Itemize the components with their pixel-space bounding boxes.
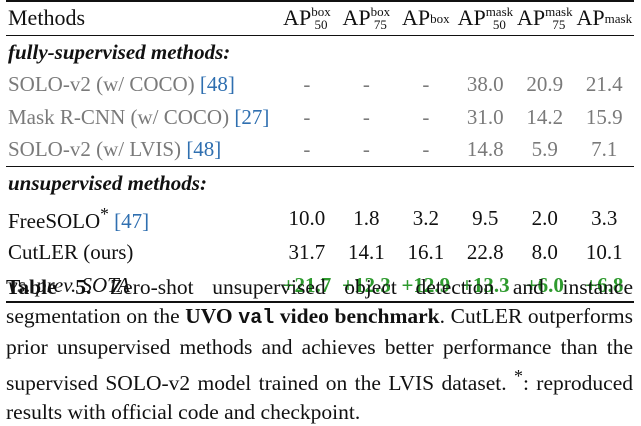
table-cell: 38.0 <box>466 72 504 97</box>
method-name: Mask R-CNN (w/ COCO) [27] <box>8 104 270 129</box>
table-cell: - <box>422 137 430 162</box>
col-header-ap-mask: AP mask <box>574 0 634 36</box>
section-title-supervised: fully-supervised methods: <box>8 39 231 64</box>
table-cell: 14.1 <box>347 240 385 265</box>
gain-row: vs. prev. SOTA +21.7 +12.3 +12.9 +13.3 +… <box>6 268 634 303</box>
footnote-mark: * <box>100 204 109 224</box>
col-header-ap-mask-50: AP mask 50 <box>455 0 516 36</box>
methods-header: Methods <box>6 0 278 36</box>
table-row: SOLO-v2 (w/ LVIS) [48] - - - 14.8 5.9 7.… <box>6 133 634 166</box>
col-header-ap-box: AP box <box>396 0 456 36</box>
table-cell: 1.8 <box>353 205 380 230</box>
section-title-row: fully-supervised methods: <box>6 35 634 68</box>
table-cell: 14.2 <box>526 104 564 129</box>
table-row: Mask R-CNN (w/ COCO) [27] - - - 31.0 14.… <box>6 101 634 134</box>
table-caption: Table 5. Zero-shot unsupervised object d… <box>6 275 634 424</box>
table-cell: 22.8 <box>466 240 504 265</box>
citation-link[interactable]: [48] <box>199 72 235 97</box>
gain-cell: +6.0 <box>515 268 575 303</box>
table-cell: 2.0 <box>531 205 558 230</box>
citation-link[interactable]: [47] <box>114 209 150 233</box>
table-cell: - <box>362 104 370 129</box>
gain-cell: +12.3 <box>336 268 397 303</box>
table-row: CutLER (ours) 31.7 14.1 16.1 22.8 8.0 10… <box>6 236 634 269</box>
gain-cell: +21.7 <box>277 268 337 303</box>
method-name: SOLO-v2 (w/ LVIS) [48] <box>8 137 222 162</box>
citation-link[interactable]: [48] <box>186 137 222 162</box>
footnote-mark: * <box>513 365 523 386</box>
method-name: CutLER (ours) <box>8 240 134 265</box>
caption-label: Table 5. <box>6 275 92 299</box>
table-cell: - <box>362 137 370 162</box>
citation-link[interactable]: [27] <box>234 104 270 129</box>
gain-cell: +6.8 <box>574 268 634 303</box>
method-name: FreeSOLO* [47] <box>8 204 150 233</box>
table-cell: - <box>303 137 311 162</box>
col-header-ap-box-50: AP box 50 <box>277 0 337 36</box>
col-header-ap-mask-75: AP mask 75 <box>515 0 575 36</box>
table-cell: 31.7 <box>288 240 326 265</box>
table-row: FreeSOLO* [47] 10.0 1.8 3.2 9.5 2.0 3.3 <box>6 199 634 236</box>
caption-benchmark: UVO val video benchmark <box>185 303 440 330</box>
table-cell: 20.9 <box>526 72 564 97</box>
table-cell: 14.8 <box>466 137 504 162</box>
table-cell: 8.0 <box>531 240 558 265</box>
table-cell: 9.5 <box>472 205 499 230</box>
table-cell: 15.9 <box>585 104 623 129</box>
section-title-unsupervised: unsupervised methods: <box>6 165 634 199</box>
header-row: Methods AP box 50 AP box 75 AP box AP mask 50 A… <box>6 0 634 36</box>
table-cell: 16.1 <box>407 240 445 265</box>
gain-row-label: vs. prev. SOTA <box>6 268 278 303</box>
gain-cell: +12.9 <box>396 268 456 303</box>
table-cell: 7.1 <box>591 137 618 162</box>
table-cell: 21.4 <box>585 72 623 97</box>
table-cell: - <box>303 72 311 97</box>
results-table: Methods AP box 50 AP box 75 AP box AP mask 50 A… <box>6 0 634 303</box>
table-cell: 10.1 <box>585 240 623 265</box>
table-cell: - <box>303 104 311 129</box>
table-cell: - <box>362 72 370 97</box>
table-cell: 3.3 <box>591 205 618 230</box>
table-cell: 10.0 <box>288 205 326 230</box>
table-cell: - <box>422 72 430 97</box>
gain-cell: +13.3 <box>455 268 516 303</box>
table-cell: 31.0 <box>466 104 504 129</box>
table-cell: 3.2 <box>412 205 439 230</box>
section-title-row: unsupervised methods: <box>6 165 634 199</box>
col-header-ap-box-75: AP box 75 <box>336 0 397 36</box>
method-name: SOLO-v2 (w/ COCO) [48] <box>8 72 235 97</box>
table-cell: 5.9 <box>531 137 558 162</box>
table-cell: - <box>422 104 430 129</box>
table-row: SOLO-v2 (w/ COCO) [48] - - - 38.0 20.9 2… <box>6 68 634 101</box>
